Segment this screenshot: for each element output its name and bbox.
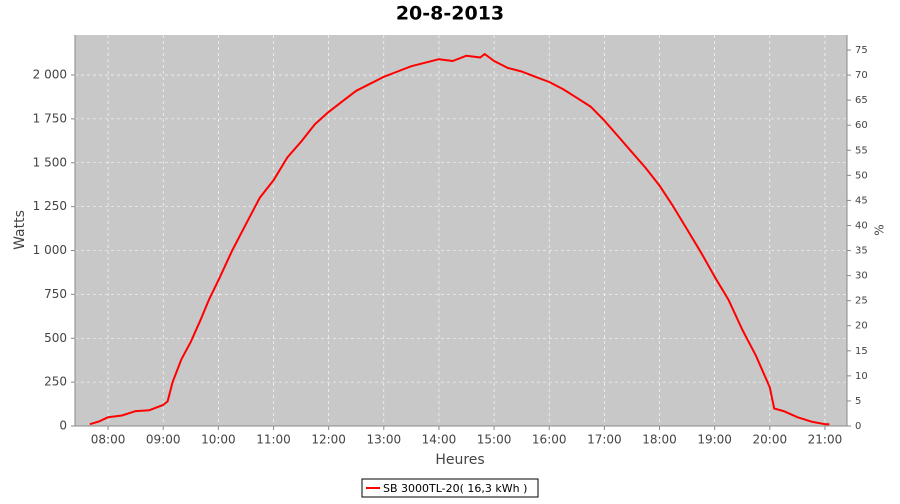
y2-tick-label: 5 [855,396,861,407]
y2-tick-label: 30 [855,271,868,282]
x-tick-label: 17:00 [587,433,622,447]
y2-tick-label: 40 [855,220,868,231]
y2-axis-label: % [873,224,887,235]
x-tick-label: 20:00 [753,433,788,447]
y-tick-label: 0 [59,419,67,433]
y-tick-label: 250 [44,375,67,389]
y2-tick-label: 10 [855,371,868,382]
x-tick-label: 14:00 [422,433,457,447]
y2-tick-label: 15 [855,346,868,357]
x-tick-label: 16:00 [532,433,567,447]
x-tick-label: 09:00 [146,433,181,447]
y2-tick-label: 60 [855,120,868,131]
x-tick-label: 15:00 [477,433,512,447]
y2-tick-label: 25 [855,296,868,307]
x-tick-label: 18:00 [642,433,677,447]
line-series [89,53,830,426]
x-tick-label: 11:00 [256,433,291,447]
y-tick-label: 750 [44,287,67,301]
x-axis-label: Heures [435,452,484,468]
x-tick-label: 08:00 [91,433,126,447]
x-tick-label: 13:00 [367,433,402,447]
y-axis-label: Watts [12,210,28,250]
y-tick-label: 1 000 [33,243,67,257]
y2-tick-label: 20 [855,321,868,332]
legend-label: SB 3000TL-20( 16,3 kWh ) [383,482,527,495]
plot-area [75,35,847,426]
y-tick-label: 1 250 [33,199,67,213]
chart-title: 20-8-2013 [396,3,504,25]
x-tick-label: 21:00 [808,433,843,447]
y2-tick-label: 50 [855,170,868,181]
y2-tick-label: 70 [855,70,868,81]
legend [361,478,539,498]
y-tick-label: 1 500 [33,155,67,169]
y2-tick-label: 35 [855,246,868,257]
y2-tick-label: 0 [855,421,861,432]
y-tick-label: 2 000 [33,68,67,82]
x-tick-label: 19:00 [697,433,732,447]
y2-tick-label: 55 [855,145,868,156]
y2-tick-label: 45 [855,195,868,206]
y2-tick-label: 65 [855,95,868,106]
y2-tick-label: 75 [855,45,868,56]
y-tick-label: 1 750 [33,111,67,125]
x-tick-label: 12:00 [311,433,346,447]
x-tick-label: 10:00 [201,433,236,447]
y-tick-label: 500 [44,331,67,345]
